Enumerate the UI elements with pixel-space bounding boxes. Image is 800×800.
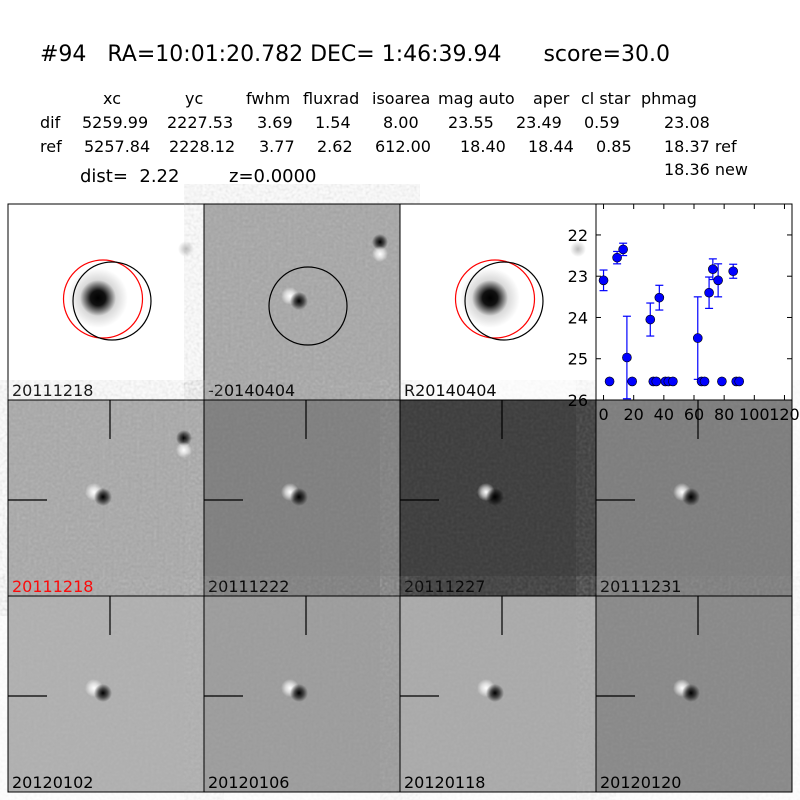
data-point [612, 252, 622, 263]
data-point [598, 275, 609, 286]
x-tick-label: 40 [654, 405, 674, 424]
dif-circle [268, 266, 348, 346]
phmag-new: 18.36 new [664, 160, 748, 179]
column-header: yc [185, 89, 204, 108]
cell-value: 18.40 [460, 137, 506, 156]
cutout-panel: 20111218 [7, 399, 205, 597]
data-point [728, 266, 739, 277]
cell-value: 3.69 [257, 113, 293, 132]
row-label: ref [40, 137, 62, 156]
y-tick-label: 26 [568, 391, 588, 410]
z-value: z=0.0000 [229, 166, 317, 187]
cutout-panel: 20111227 [399, 399, 597, 597]
data-point [734, 376, 745, 387]
panel-date-label: 20111218 [12, 577, 93, 596]
x-tick-label: 0 [598, 405, 608, 424]
candidate-title: #94 RA=10:01:20.782 DEC= 1:46:39.94 scor… [40, 42, 670, 67]
y-tick-label: 24 [568, 308, 588, 327]
cell-value: 5257.84 [84, 137, 151, 156]
plot-area [595, 203, 793, 401]
panel-date-label: -20140404 [208, 381, 295, 400]
light-curve-chart: 22 23 24 25 26 0 20 40 60 80 100 120 [568, 203, 800, 424]
data-point [713, 275, 723, 286]
cell-value: 1.54 [315, 113, 351, 132]
column-header: phmag [641, 89, 697, 108]
x-tick-label: 120 [769, 405, 800, 424]
data-point [704, 287, 714, 298]
cutout-panel: 20111218 [7, 203, 205, 401]
y-tick-label: 23 [568, 267, 588, 286]
panel-date-label: 20111218 [12, 381, 93, 400]
column-header: xc [103, 89, 121, 108]
column-header: fluxrad [303, 89, 360, 108]
data-point [618, 244, 628, 255]
cutout-panel: 20111231 [595, 399, 793, 597]
cell-value: 2227.53 [167, 113, 234, 132]
cell-value: 2228.12 [169, 137, 236, 156]
column-header: isoarea [372, 89, 431, 108]
data-point [708, 264, 718, 274]
dist-value: dist= 2.22 [80, 166, 180, 187]
x-tick-label: 60 [684, 405, 704, 424]
cutout-panel: 20111222 [203, 399, 401, 597]
cell-value: 0.85 [596, 137, 632, 156]
cutout-panel: -20140404 [203, 203, 401, 401]
cell-value: 18.37 ref [664, 137, 737, 156]
y-tick-label: 22 [568, 226, 588, 245]
dif-circle [72, 261, 152, 341]
y-tick-label: 25 [568, 350, 588, 369]
panel-date-label: 20120120 [600, 773, 681, 792]
cutout-panel: 20120102 [7, 595, 205, 793]
panel-date-label: 20111227 [404, 577, 485, 596]
cutout-panel: 20120120 [595, 595, 793, 793]
cutout-panel: 20120118 [399, 595, 597, 793]
ref-circle [62, 259, 144, 339]
cell-value: 23.49 [516, 113, 562, 132]
row-label: dif [40, 113, 61, 132]
x-tick-label: 80 [714, 405, 734, 424]
cutout-panel: R20140404 [399, 203, 597, 401]
panel-date-label: 20111231 [600, 577, 681, 596]
column-header: cl star [581, 89, 631, 108]
column-header: aper [533, 89, 570, 108]
data-point [622, 352, 632, 363]
cell-value: 23.08 [664, 113, 710, 132]
cell-value: 0.59 [584, 113, 620, 132]
cutout-panel: 20120106 [203, 595, 401, 793]
column-header: fwhm [246, 89, 291, 108]
star-source [68, 268, 128, 328]
x-tick-label: 20 [624, 405, 644, 424]
panel-date-label: 20120118 [404, 773, 485, 792]
cell-value: 8.00 [383, 113, 419, 132]
panel-date-label: 20120106 [208, 773, 289, 792]
data-point [692, 333, 703, 343]
data-point [699, 376, 710, 387]
data-point [654, 292, 665, 303]
cell-value: 3.77 [259, 137, 295, 156]
panel-date-label: R20140404 [404, 381, 497, 400]
panel-date-label: 20111222 [208, 577, 289, 596]
cell-value: 612.00 [375, 137, 431, 156]
data-point [651, 376, 662, 387]
data-point [627, 376, 637, 387]
dif-circle [464, 261, 544, 341]
column-header: mag auto [438, 89, 515, 108]
data-point [645, 314, 656, 325]
data-point [604, 376, 615, 387]
star-source [460, 268, 520, 328]
cell-value: 2.62 [317, 137, 353, 156]
ref-circle [454, 259, 536, 339]
x-tick-label: 100 [739, 405, 770, 424]
panel-date-label: 20120102 [12, 773, 93, 792]
cell-value: 23.55 [448, 113, 494, 132]
cell-value: 5259.99 [82, 113, 149, 132]
data-point [668, 376, 678, 387]
data-point [717, 376, 727, 387]
cell-value: 18.44 [528, 137, 574, 156]
